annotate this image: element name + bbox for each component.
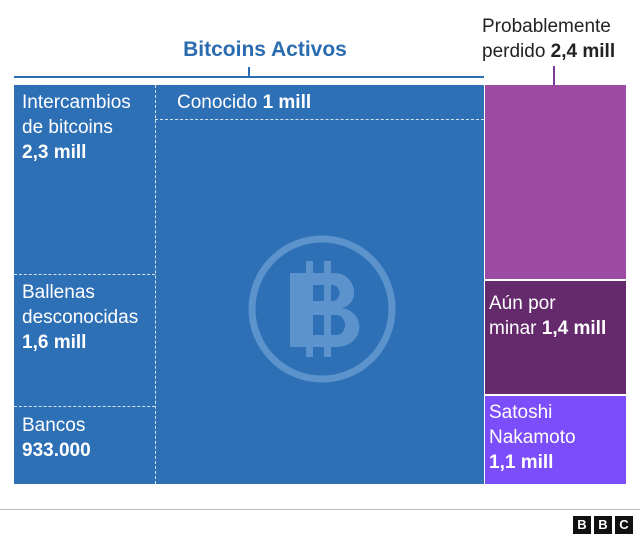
footer-rule	[0, 509, 640, 510]
block-exchanges: Intercambios de bitcoins 2,3 mill	[22, 90, 131, 165]
bitcoin-icon	[248, 235, 396, 383]
bbc-logo-b1: B	[573, 516, 591, 534]
satoshi-line1: Satoshi	[489, 402, 553, 423]
block-satoshi: Satoshi Nakamoto 1,1 mill	[485, 396, 626, 484]
block-whales: Ballenas desconocidas 1,6 mill	[22, 280, 138, 355]
exchanges-line1: Intercambios	[22, 92, 131, 113]
lost-value: 2,4 mill	[550, 41, 616, 62]
active-bracket-tick	[248, 67, 250, 77]
divider-whales-banks	[14, 406, 155, 407]
lost-title-prefix: perdido	[482, 41, 546, 62]
unmined-prefix: minar	[489, 318, 537, 339]
divider-known	[155, 119, 484, 120]
block-lost	[485, 85, 626, 279]
bbc-logo-b2: B	[594, 516, 612, 534]
active-bracket-line	[14, 76, 484, 78]
block-banks: Bancos 933.000	[22, 413, 91, 463]
satoshi-line2: Nakamoto	[489, 427, 576, 448]
active-bitcoins-area	[14, 85, 484, 484]
block-known: Conocido 1 mill	[177, 90, 311, 115]
exchanges-value: 2,3 mill	[22, 142, 87, 163]
lost-title-line2: perdido 2,4 mill	[482, 39, 640, 64]
lost-bracket-tick	[553, 66, 555, 88]
whales-line1: Ballenas	[22, 282, 95, 303]
whales-value: 1,6 mill	[22, 332, 87, 353]
banks-value: 933.000	[22, 440, 91, 461]
lost-title-line1: Probablemente	[482, 16, 611, 37]
bbc-logo-c: C	[615, 516, 633, 534]
banks-line1: Bancos	[22, 415, 86, 436]
block-unmined: Aún por minar 1,4 mill	[485, 281, 626, 394]
active-bitcoins-title: Bitcoins Activos	[183, 38, 347, 61]
satoshi-value: 1,1 mill	[489, 452, 554, 473]
whales-line2: desconocidas	[22, 307, 139, 328]
exchanges-line2: de bitcoins	[22, 117, 113, 138]
known-label: Conocido	[177, 92, 258, 113]
lost-title: Probablemente perdido 2,4 mill	[482, 14, 640, 64]
unmined-line1: Aún por	[489, 293, 556, 314]
active-divider-vertical	[155, 85, 156, 484]
divider-exchanges-whales	[14, 274, 155, 275]
known-value: 1 mill	[262, 92, 312, 113]
unmined-value: 1,4 mill	[541, 318, 607, 339]
